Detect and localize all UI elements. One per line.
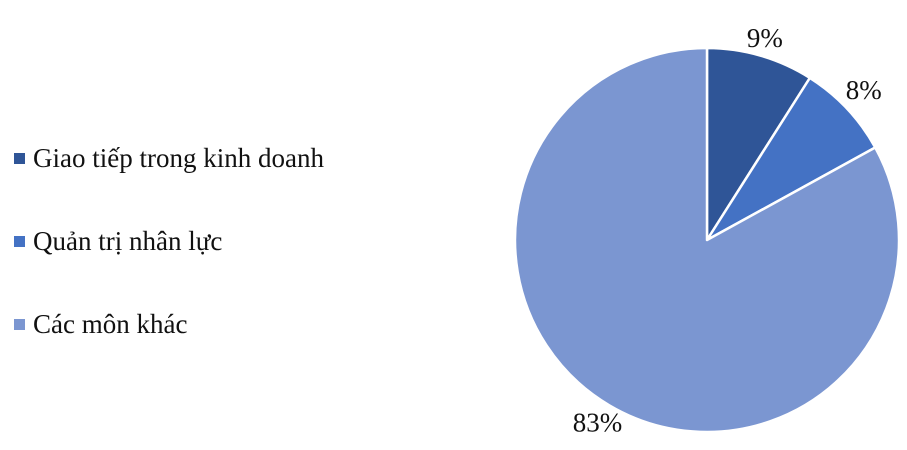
pie-slice-1[interactable] <box>705 76 877 242</box>
pie-slices <box>513 46 901 434</box>
legend-swatch <box>14 152 25 164</box>
pie-slice-2[interactable] <box>513 46 901 434</box>
legend-label: Giao tiếp trong kinh doanh <box>33 143 324 173</box>
pie-slice-0[interactable] <box>705 46 812 242</box>
legend-label: Các môn khác <box>33 309 188 339</box>
legend-swatch <box>14 235 25 247</box>
legend-label: Quản trị nhân lực <box>33 226 223 256</box>
data-label-2: 83% <box>573 407 623 437</box>
pie-data-labels: 9% 8% 83% <box>573 23 882 437</box>
data-label-1: 8% <box>846 75 882 105</box>
legend-item-quan-tri[interactable]: Quản trị nhân lực <box>14 223 324 259</box>
legend-swatch <box>14 318 25 330</box>
data-label-0: 9% <box>747 23 783 53</box>
legend: Giao tiếp trong kinh doanh Quản trị nhân… <box>14 140 324 389</box>
legend-item-cac-mon-khac[interactable]: Các môn khác <box>14 306 324 342</box>
legend-item-giao-tiep[interactable]: Giao tiếp trong kinh doanh <box>14 140 324 176</box>
